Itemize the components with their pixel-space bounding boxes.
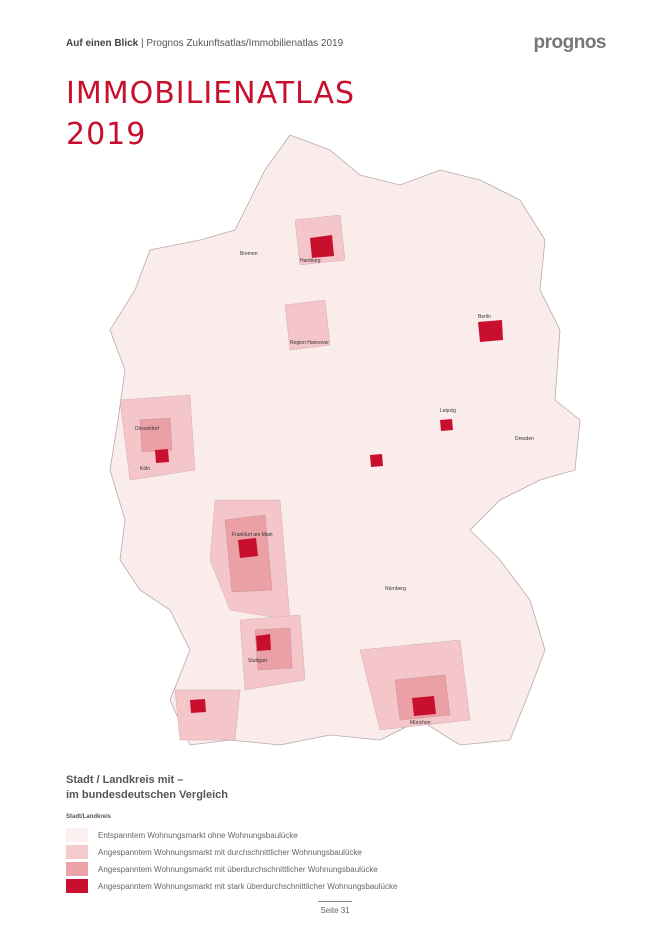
region-very-high (155, 235, 503, 716)
footer-rule (318, 901, 352, 902)
legend-label: Angespanntem Wohnungsmarkt mit durchschn… (98, 847, 362, 857)
logo: prognos (533, 32, 607, 53)
map-label: Bremen (240, 251, 258, 257)
legend-swatch (66, 862, 88, 876)
title: 2019 (66, 117, 147, 152)
legend-swatch (66, 879, 88, 893)
page-number: Seite 31 (320, 906, 350, 915)
map-label: Stuttgart (248, 658, 268, 664)
map-label: Leipzig (440, 408, 456, 414)
legend-item: Angespanntem Wohnungsmarkt mit stark übe… (66, 879, 397, 893)
legend-label: Entspanntem Wohnungsmarkt ohne Wohnungsb… (98, 830, 298, 840)
legend-label: Angespanntem Wohnungsmarkt mit stark übe… (98, 881, 398, 891)
legend-swatch (66, 845, 88, 859)
map-label: Dresden (515, 436, 534, 442)
map-label: Hamburg (300, 258, 321, 264)
legend-swatch (66, 828, 88, 842)
header-section: Auf einen Blick (66, 38, 139, 49)
map-label: Nürnberg (385, 586, 406, 592)
map-label: München (410, 720, 431, 726)
map-label: Düsseldorf (135, 426, 160, 432)
legend-heading: Stadt / Landkreis mit – im bundesdeutsche… (66, 773, 228, 803)
legend-item: Entspanntem Wohnungsmarkt ohne Wohnungsb… (66, 828, 298, 842)
title: IMMOBILIENATLAS (66, 76, 356, 111)
header-publication: | Prognos Zukunftsatlas/Immobilienatlas … (141, 38, 344, 49)
map-label: Berlin (478, 314, 491, 320)
legend-label: Angespanntem Wohnungsmarkt mit überdurch… (98, 864, 378, 874)
legend-heading-line: Stadt / Landkreis mit – (66, 774, 184, 786)
legend-item: Angespanntem Wohnungsmarkt mit durchschn… (66, 845, 362, 859)
header: Auf einen Blick | Prognos Zukunftsatlas/… (66, 38, 343, 49)
map-label: Region Hannover (290, 340, 329, 346)
region-high (139, 417, 451, 721)
map-label: Köln (140, 466, 150, 472)
legend-heading-line: im bundesdeutschen Vergleich (66, 789, 228, 801)
legend-subheading: Stadt/Landkreis (66, 814, 112, 820)
legend-item: Angespanntem Wohnungsmarkt mit überdurch… (66, 862, 378, 876)
map-label: Frankfurt am Main (232, 532, 273, 538)
